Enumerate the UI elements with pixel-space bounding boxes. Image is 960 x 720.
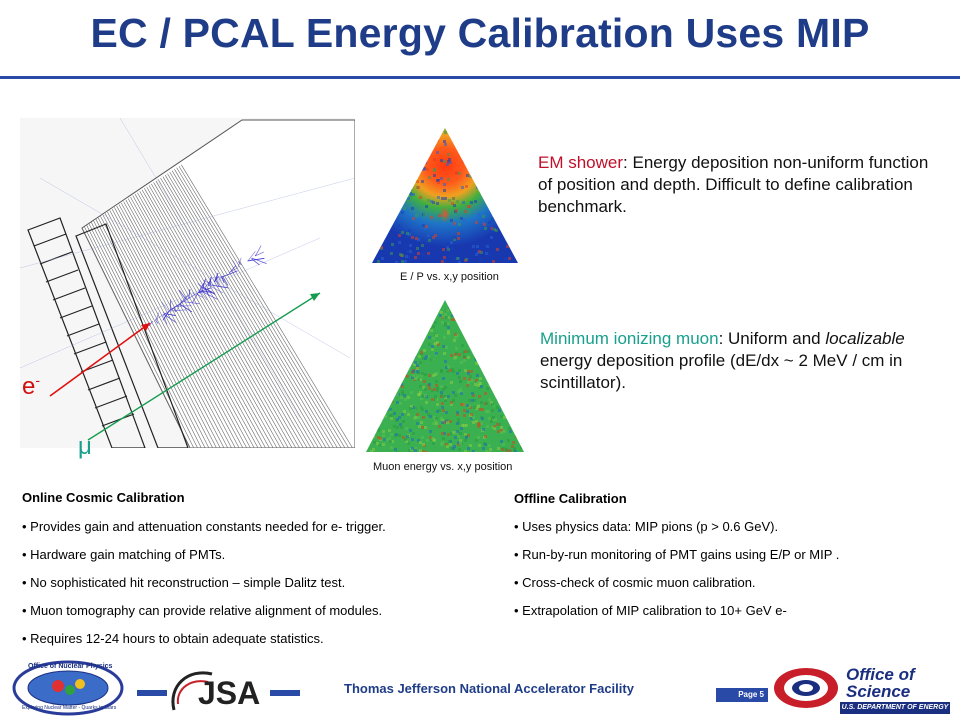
list-item: Extrapolation of MIP calibration to 10+ … <box>514 603 944 618</box>
online-section-title: Online Cosmic Calibration <box>22 490 185 505</box>
office-nuclear-physics-logo <box>12 660 124 716</box>
list-item: Run-by-run monitoring of PMT gains using… <box>514 547 944 562</box>
em-shower-heatmap <box>372 128 518 263</box>
footer-lab-name: Thomas Jefferson National Accelerator Fa… <box>344 681 634 696</box>
detector-shower-figure <box>20 118 355 448</box>
onp-logo-top-text: Office of Nuclear Physics <box>28 663 113 670</box>
list-item: Provides gain and attenuation constants … <box>22 519 502 534</box>
jsa-logo: JSA <box>171 671 260 711</box>
electron-label: e- <box>22 372 41 400</box>
page-number: Page 5 <box>716 688 768 702</box>
list-item: Muon tomography can provide relative ali… <box>22 603 502 618</box>
list-item: No sophisticated hit reconstruction – si… <box>22 575 502 590</box>
muon-label: μ <box>78 433 92 460</box>
em-heatmap-caption: E / P vs. x,y position <box>400 271 499 283</box>
offline-section-title: Offline Calibration <box>514 491 627 506</box>
muon-desc-label: Minimum ionizing muon <box>540 329 719 348</box>
title-divider <box>0 76 960 79</box>
office-of-science-text: Office of Science <box>846 665 915 701</box>
list-item: Uses physics data: MIP pions (p > 0.6 Ge… <box>514 519 944 534</box>
footer-rule-left <box>137 690 167 696</box>
em-shower-description: EM shower: Energy deposition non-uniform… <box>538 153 929 216</box>
offline-calibration-section: Offline Calibration Uses physics data: M… <box>514 491 944 631</box>
offline-list: Uses physics data: MIP pions (p > 0.6 Ge… <box>514 519 944 618</box>
doe-banner: U.S. DEPARTMENT OF ENERGY <box>840 702 950 714</box>
list-item: Cross-check of cosmic muon calibration. <box>514 575 944 590</box>
online-list: Provides gain and attenuation constants … <box>22 519 502 646</box>
list-item: Hardware gain matching of PMTs. <box>22 547 502 562</box>
slide-title: EC / PCAL Energy Calibration Uses MIP <box>90 10 870 56</box>
doe-swirl-logo <box>774 668 838 708</box>
onp-logo-bottom-text: Exploring Nuclear Matter - Quarks to Sta… <box>22 705 117 711</box>
muon-heatmap-caption: Muon energy vs. x,y position <box>373 461 513 473</box>
muon-description: Minimum ionizing muon: Uniform and local… <box>540 329 905 392</box>
svg-text:JSA: JSA <box>198 675 260 711</box>
list-item: Requires 12-24 hours to obtain adequate … <box>22 631 502 646</box>
online-calibration-section: Online Cosmic Calibration Provides gain … <box>22 490 502 659</box>
muon-heatmap <box>366 300 524 452</box>
em-shower-label: EM shower <box>538 153 624 172</box>
footer-rule-mid <box>270 690 300 696</box>
